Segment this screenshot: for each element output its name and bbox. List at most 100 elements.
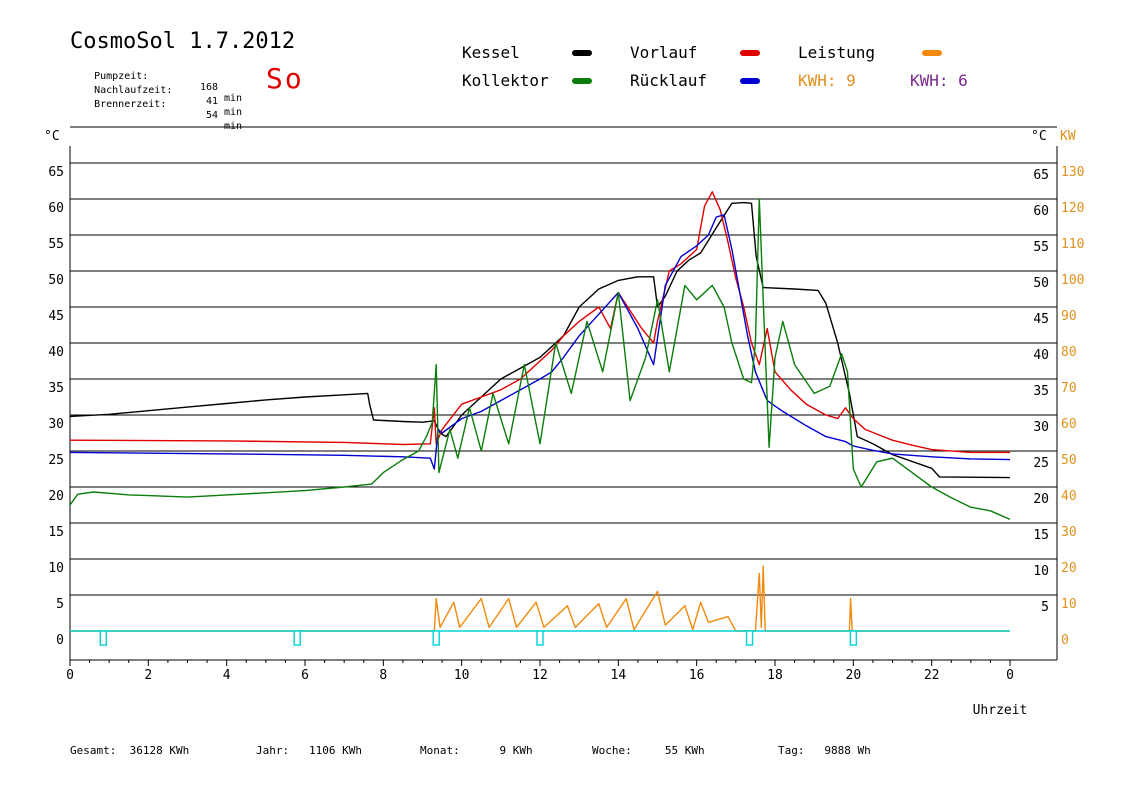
stat-label: Brennerzeit: bbox=[94, 99, 167, 110]
series-line-leistung bbox=[70, 565, 1010, 632]
y-tick-label-right-kw: 70 bbox=[1061, 381, 1077, 396]
footer-woche: Woche: 55 KWh bbox=[592, 744, 705, 757]
series-lines bbox=[69, 191, 1011, 646]
x-tick-label: 6 bbox=[301, 668, 309, 683]
y-tick-label-left: 15 bbox=[48, 525, 64, 540]
y-tick-label-right-c: 30 bbox=[1033, 420, 1049, 435]
legend-kwh-2: KWH: 6 bbox=[910, 71, 968, 90]
y-tick-label-left: 60 bbox=[48, 201, 64, 216]
legend-swatch-vorlauf bbox=[740, 50, 760, 56]
footer-label: Monat: bbox=[420, 744, 460, 757]
pump-marker bbox=[99, 630, 107, 646]
stat-value: 168 bbox=[199, 82, 218, 93]
stat-nachlaufzeit: Nachlaufzeit: 41 min bbox=[70, 74, 242, 129]
pump-marker bbox=[536, 630, 544, 646]
chart-title: CosmoSol 1.7.2012 bbox=[70, 29, 296, 54]
y-tick-label-left: 20 bbox=[48, 489, 64, 504]
footer-gesamt: Gesamt: 36128 KWh bbox=[70, 744, 189, 757]
y-tick-label-left: 5 bbox=[56, 597, 64, 612]
axis-labels: 0 2 4 6 8 10 12 14 16 18 20 22 0 Uhrzeit °C 0 5 10 15 20 25 3… bbox=[44, 129, 1084, 718]
x-tick-label: 8 bbox=[379, 668, 387, 683]
footer-value: 55 KWh bbox=[664, 744, 705, 757]
x-tick-label: 0 bbox=[1006, 668, 1014, 683]
y-tick-label-right-c: 45 bbox=[1033, 312, 1049, 327]
series-line-vorlauf bbox=[69, 191, 1010, 454]
y-tick-label-left: 45 bbox=[48, 309, 64, 324]
stat-label: Nachlaufzeit: bbox=[94, 85, 173, 96]
y-tick-label-right-c: 60 bbox=[1033, 204, 1049, 219]
footer-label: Jahr: bbox=[256, 744, 290, 757]
footer-label: Woche: bbox=[592, 744, 632, 757]
y-tick-label-left: 25 bbox=[48, 453, 64, 468]
y-tick-label-right-kw: 80 bbox=[1061, 345, 1077, 360]
legend-label-ruecklauf: Rücklauf bbox=[630, 71, 708, 90]
x-tick-label: 12 bbox=[532, 668, 548, 683]
y-tick-label-right-c: 50 bbox=[1033, 276, 1049, 291]
y-tick-label-right-kw: 100 bbox=[1061, 273, 1084, 288]
legend-label-vorlauf: Vorlauf bbox=[630, 43, 698, 62]
x-tick-label: 16 bbox=[689, 668, 705, 683]
y-tick-label-right-c: 15 bbox=[1033, 528, 1049, 543]
stat-unit: min bbox=[224, 107, 243, 118]
legend-label-kessel: Kessel bbox=[462, 43, 520, 62]
stat-value: 41 bbox=[205, 96, 218, 107]
y-axis-right-unit-kw: KW bbox=[1060, 129, 1076, 144]
y-tick-label-right-c: 55 bbox=[1033, 240, 1049, 255]
y-tick-label-left: 0 bbox=[56, 633, 64, 648]
footer-value: 9888 Wh bbox=[824, 744, 871, 757]
y-tick-label-left: 30 bbox=[48, 417, 64, 432]
y-tick-label-right-kw: 120 bbox=[1061, 201, 1084, 216]
y-tick-label-left: 35 bbox=[48, 381, 64, 396]
stat-label: Pumpzeit: bbox=[94, 71, 149, 82]
series-line-rcklauf bbox=[69, 214, 1011, 470]
grid-lines bbox=[70, 126, 1057, 596]
legend-label-kollektor: Kollektor bbox=[462, 71, 549, 90]
y-tick-label-right-kw: 30 bbox=[1061, 525, 1077, 540]
footer-label: Tag: bbox=[778, 744, 805, 757]
footer-value: 1106 KWh bbox=[309, 744, 362, 757]
y-tick-label-right-kw: 130 bbox=[1061, 165, 1084, 180]
y-tick-label-right-c: 35 bbox=[1033, 384, 1049, 399]
footer-tag: Tag: 9888 Wh bbox=[778, 744, 871, 757]
series-line-kollektor bbox=[69, 198, 1011, 521]
series-line-kessel bbox=[69, 201, 1011, 479]
x-tick-label: 22 bbox=[924, 668, 940, 683]
footer-jahr: Jahr: 1106 KWh bbox=[256, 744, 362, 757]
pump-marker bbox=[745, 630, 754, 646]
y-tick-label-left: 40 bbox=[48, 345, 64, 360]
x-tick-label: 10 bbox=[454, 668, 470, 683]
footer-monat: Monat: 9 KWh bbox=[420, 744, 533, 757]
y-tick-label-right-c: 5 bbox=[1041, 600, 1049, 615]
y-axis-left-unit: °C bbox=[44, 129, 60, 144]
y-tick-label-right-kw: 0 bbox=[1061, 633, 1069, 648]
x-tick-label: 20 bbox=[846, 668, 862, 683]
x-tick-label: 4 bbox=[223, 668, 231, 683]
y-tick-label-left: 65 bbox=[48, 165, 64, 180]
y-tick-label-right-kw: 90 bbox=[1061, 309, 1077, 324]
weekday-label: So bbox=[266, 62, 304, 95]
stat-unit: min bbox=[224, 93, 243, 104]
x-tick-label: 2 bbox=[144, 668, 152, 683]
legend-swatch-kessel bbox=[572, 50, 592, 56]
y-tick-label-right-kw: 10 bbox=[1061, 597, 1077, 612]
y-tick-label-right-kw: 110 bbox=[1061, 237, 1084, 252]
y-axis-right-unit-c: °C bbox=[1031, 129, 1047, 144]
y-tick-label-right-c: 20 bbox=[1033, 492, 1049, 507]
y-tick-label-left: 55 bbox=[48, 237, 64, 252]
x-tick-label: 18 bbox=[767, 668, 783, 683]
y-tick-label-right-c: 65 bbox=[1033, 168, 1049, 183]
x-tick-label: 0 bbox=[66, 668, 74, 683]
y-tick-label-right-kw: 50 bbox=[1061, 453, 1077, 468]
stat-value: 54 bbox=[205, 110, 218, 121]
y-tick-label-right-kw: 40 bbox=[1061, 489, 1077, 504]
x-tick-label: 14 bbox=[611, 668, 627, 683]
legend-label-leistung: Leistung bbox=[798, 43, 876, 62]
y-tick-label-right-kw: 60 bbox=[1061, 417, 1077, 432]
y-tick-label-right-c: 40 bbox=[1033, 348, 1049, 363]
footer-label: Gesamt: bbox=[70, 744, 117, 757]
axes bbox=[69, 146, 1058, 666]
legend-swatch-kollektor bbox=[572, 78, 592, 84]
x-axis-title: Uhrzeit bbox=[973, 703, 1028, 718]
y-tick-label-left: 10 bbox=[48, 561, 64, 576]
